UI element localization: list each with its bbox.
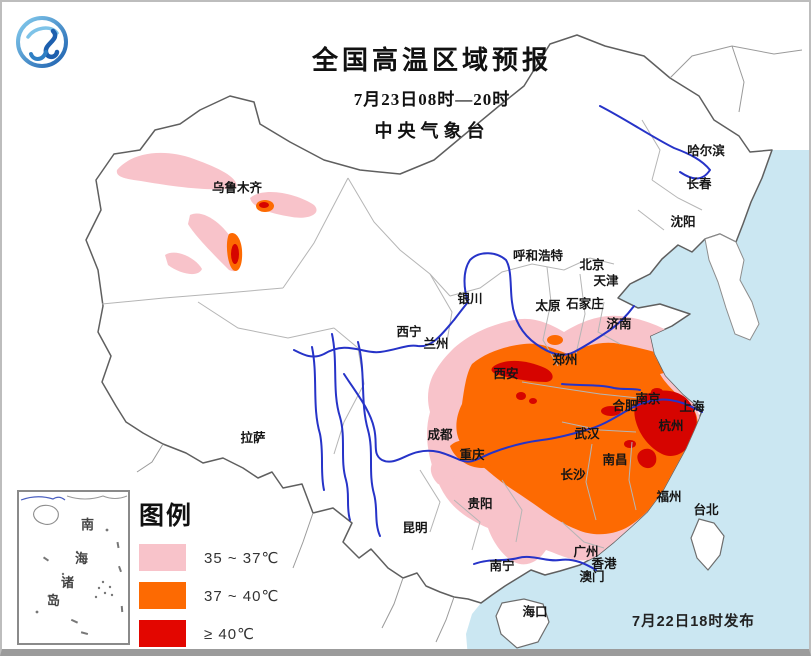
city-label: 重庆 xyxy=(459,447,485,462)
heat-band-40plus xyxy=(231,202,697,469)
taiwan-island xyxy=(690,518,725,571)
city-label: 昆明 xyxy=(402,520,427,535)
city-label: 郑州 xyxy=(552,352,577,367)
city-label: 南昌 xyxy=(602,452,627,467)
inset-char: 岛 xyxy=(47,593,61,608)
heat-bands xyxy=(116,152,701,565)
city-label: 澳门 xyxy=(579,569,604,584)
legend-row: ≥ 40℃ xyxy=(139,620,319,647)
city-label: 哈尔滨 xyxy=(687,143,725,158)
city-label: 长沙 xyxy=(560,467,586,482)
city-label: 南京 xyxy=(635,391,661,406)
city-label: 成都 xyxy=(427,427,453,442)
city-label: 武汉 xyxy=(574,426,600,441)
legend-swatch-40plus xyxy=(139,620,186,647)
city-label: 西安 xyxy=(493,366,518,381)
city-label: 杭州 xyxy=(658,418,683,433)
legend-title: 图例 xyxy=(139,502,194,530)
legend-label: ≥ 40℃ xyxy=(204,625,255,643)
inset-char: 诸 xyxy=(61,575,75,590)
city-label: 贵阳 xyxy=(467,496,492,511)
city-label: 天津 xyxy=(593,273,619,288)
city-label: 广州 xyxy=(573,544,598,559)
city-label: 济南 xyxy=(606,316,632,331)
legend-row: 35 ~ 37℃ xyxy=(139,544,319,571)
korea-peninsula xyxy=(704,233,760,341)
city-label: 海口 xyxy=(522,604,547,619)
rivers xyxy=(293,105,711,571)
city-label: 上海 xyxy=(679,399,705,414)
city-label: 西宁 xyxy=(396,324,421,339)
legend-swatch-35-37 xyxy=(139,544,186,571)
inset-islands-graphic xyxy=(20,495,128,636)
city-label: 南宁 xyxy=(489,558,514,573)
city-label: 长春 xyxy=(686,176,712,191)
city-label: 台北 xyxy=(693,502,719,517)
city-label: 沈阳 xyxy=(670,214,695,229)
cma-logo-icon xyxy=(16,16,68,68)
issue-timestamp: 7月22日18时发布 xyxy=(632,614,755,630)
cma-logo xyxy=(14,14,70,70)
legend-row: 37 ~ 40℃ xyxy=(139,582,319,609)
city-label: 香港 xyxy=(590,556,617,571)
city-label: 太原 xyxy=(535,298,561,313)
city-label: 兰州 xyxy=(423,336,448,351)
city-label: 合肥 xyxy=(612,398,638,413)
legend-label: 37 ~ 40℃ xyxy=(204,587,280,605)
city-label: 银川 xyxy=(457,291,482,306)
inset-char: 南 xyxy=(81,517,95,532)
hainan-island xyxy=(495,598,550,649)
foreign-borders xyxy=(136,45,803,643)
city-label: 福州 xyxy=(655,489,681,504)
city-label: 北京 xyxy=(579,257,605,272)
city-label: 呼和浩特 xyxy=(513,248,564,263)
city-label: 乌鲁木齐 xyxy=(212,180,263,195)
legend: 图例 35 ~ 37℃ 37 ~ 40℃ ≥ 40℃ xyxy=(139,496,319,649)
legend-swatch-37-40 xyxy=(139,582,186,609)
inset-char: 海 xyxy=(75,551,89,566)
legend-label: 35 ~ 37℃ xyxy=(204,549,280,567)
city-label: 拉萨 xyxy=(240,430,266,445)
south-china-sea-inset: 南 海 诸 岛 xyxy=(17,490,130,645)
city-label: 石家庄 xyxy=(565,296,604,311)
